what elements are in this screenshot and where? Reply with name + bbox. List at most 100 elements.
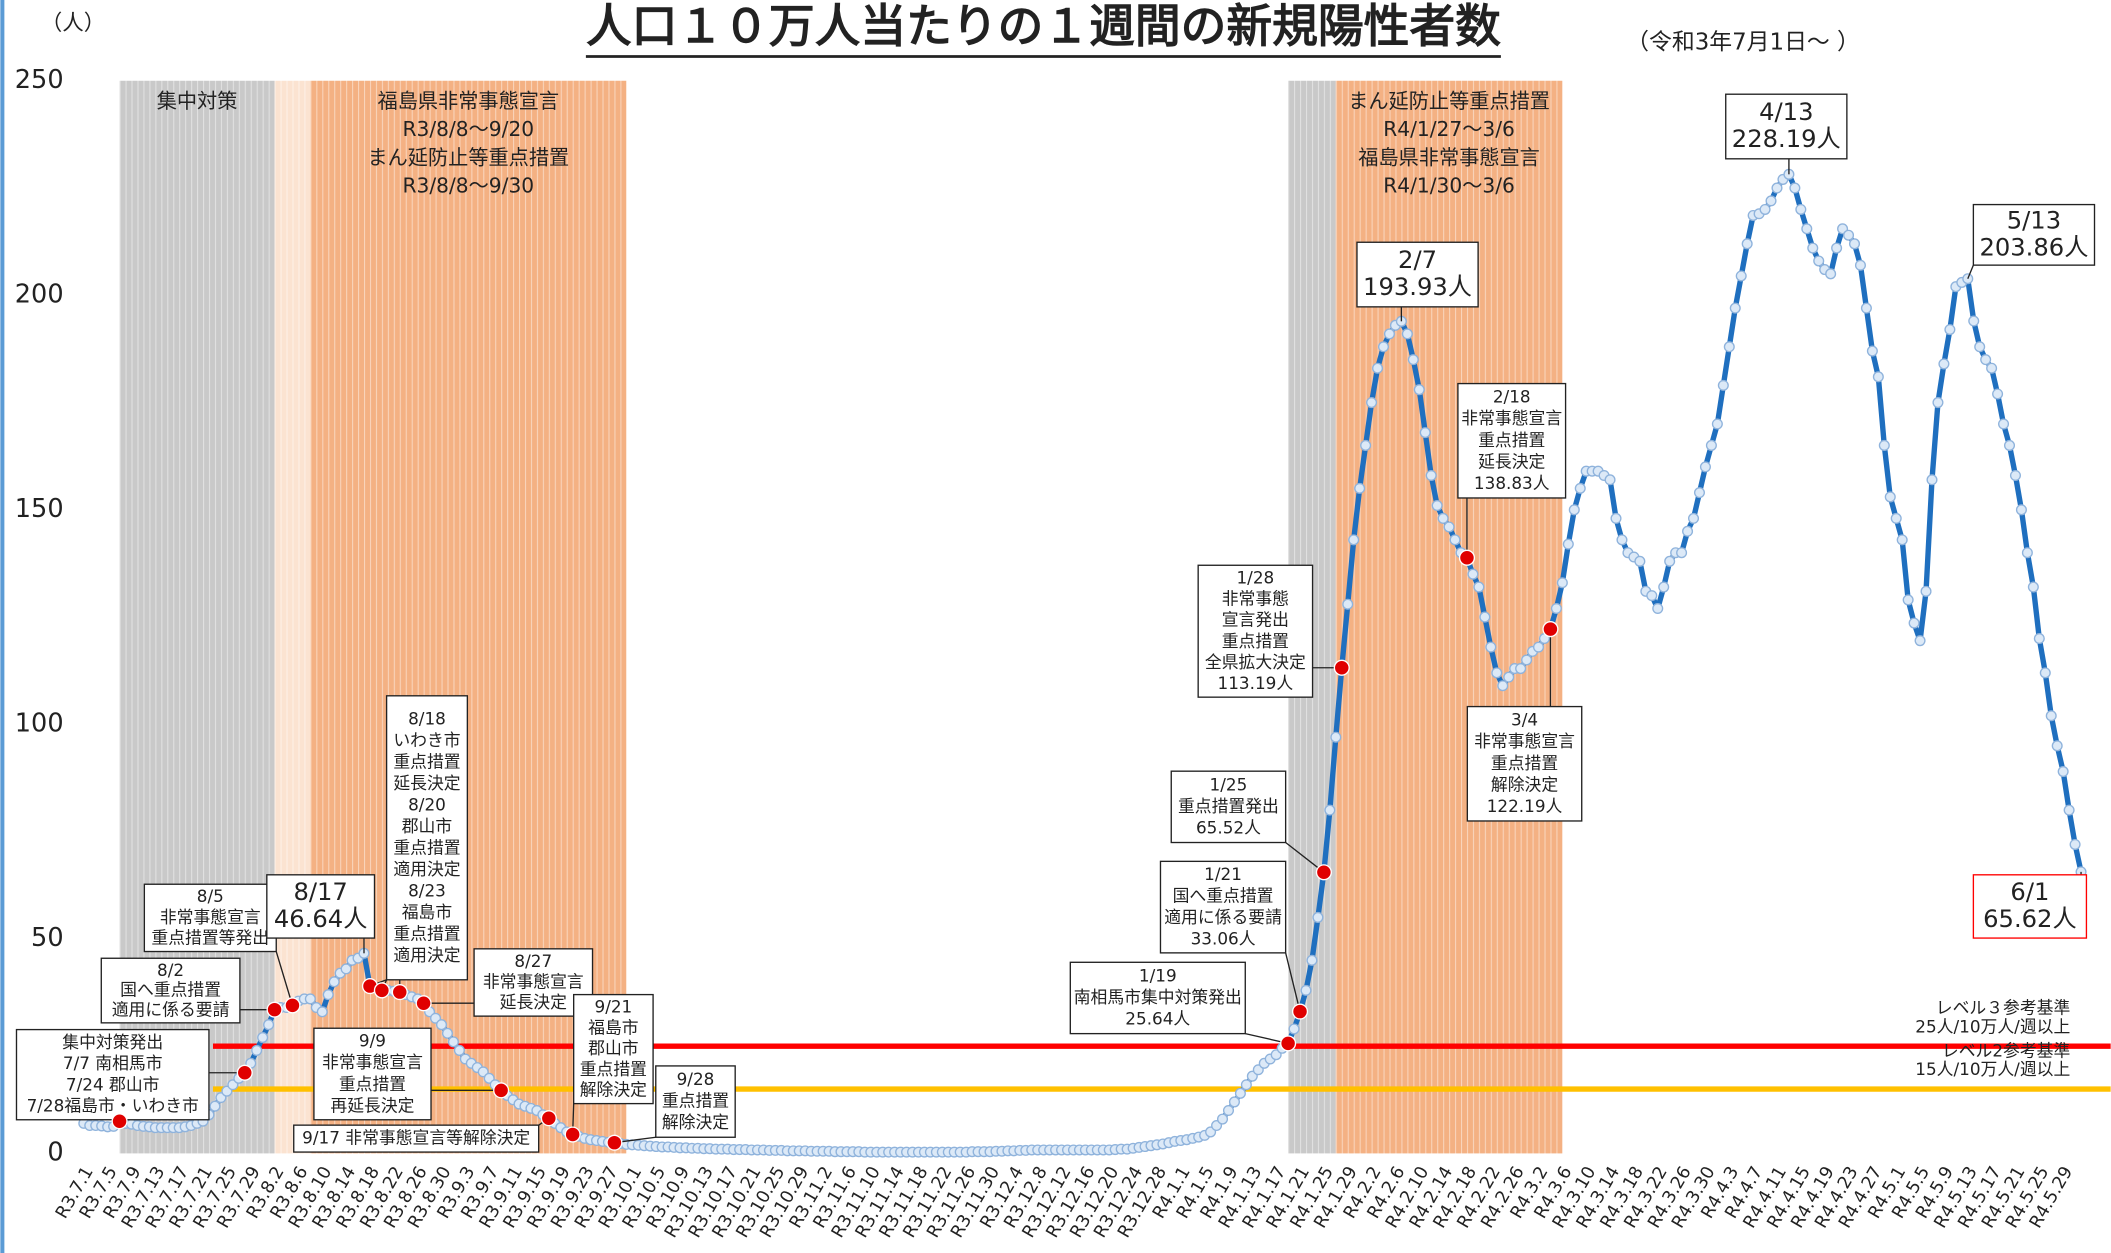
data-point (2051, 740, 2063, 752)
data-point (1986, 362, 1998, 374)
callout-text: 国へ重点措置 (1173, 885, 1274, 905)
data-point (1968, 315, 1980, 327)
callout-text: 1/25 (1210, 774, 1248, 794)
callout-text: 適用決定 (393, 945, 460, 965)
y-tick-label: 250 (15, 65, 64, 95)
data-point (1801, 223, 1813, 235)
callout-pointer (1285, 841, 1325, 873)
callout-pointer (1284, 952, 1301, 1012)
periods: 集中対策 福島県非常事態宣言R3/8/8～9/20まん延防止等重点措置R3/8/8… (119, 80, 1563, 1154)
data-point (1735, 270, 1747, 282)
data-point (2045, 710, 2057, 722)
data-point (1813, 255, 1825, 267)
data-point (1729, 302, 1741, 314)
data-point (453, 1044, 465, 1056)
callout-text: 1/21 (1204, 864, 1242, 884)
data-point (1366, 397, 1378, 409)
data-point (1604, 474, 1616, 486)
callout-text: 25.64人 (1125, 1008, 1190, 1028)
data-point (1682, 525, 1694, 537)
data-point (1532, 641, 1545, 653)
data-point (1974, 341, 1986, 353)
callout-text: 非常事態宣言 (483, 971, 584, 991)
highlight-point (284, 997, 301, 1014)
data-point (1711, 418, 1723, 430)
callout-box (1457, 382, 1567, 499)
data-point (1568, 504, 1580, 516)
highlight-point (606, 1134, 623, 1151)
period-label: 福島県非常事態宣言 (378, 89, 560, 113)
callout-box (1972, 203, 2096, 266)
callout-text: 4/13 (1759, 98, 1813, 126)
data-point (1348, 534, 1360, 546)
data-point (1234, 1087, 1246, 1099)
callout-text: 2/7 (1398, 246, 1437, 274)
reference-label: レベル2参考基準 (1942, 1040, 2070, 1060)
data-point (1926, 474, 1938, 486)
data-point (1902, 594, 1914, 606)
callout-text: 重点措置 (580, 1059, 647, 1079)
period-label: 集中対策 (157, 89, 238, 113)
callout-text: 65.62人 (1983, 905, 2077, 933)
reference-label: 25人/10万人/週以上 (1915, 1016, 2070, 1036)
callout-text: 重点措置等発出 (151, 928, 269, 948)
data-point (1825, 268, 1837, 280)
data-point (1944, 324, 1956, 336)
reference-label: レベル３参考基準 (1936, 997, 2071, 1017)
data-point (1354, 482, 1366, 494)
data-point (1699, 461, 1711, 473)
data-point (263, 1019, 275, 1031)
callout-pointer (1967, 264, 1975, 279)
data-point (1425, 469, 1437, 482)
callout-text: 203.86人 (1979, 233, 2088, 261)
data-point (1562, 538, 1574, 550)
data-point (1610, 512, 1622, 524)
data-point (435, 1019, 448, 1031)
callout-text: 郡山市 (588, 1038, 638, 1058)
callout-text: 8/27 (514, 951, 552, 971)
data-point (1467, 568, 1479, 580)
data-point (1491, 667, 1503, 679)
callout-box (266, 874, 376, 939)
data-point (1890, 512, 1902, 524)
data-point (1676, 547, 1688, 559)
callout-text: 福島市 (588, 1017, 638, 1037)
callout-text: 非常事態宣言 (1474, 731, 1575, 751)
data-point (1789, 182, 1801, 194)
data-point (2039, 667, 2051, 679)
data-point (1300, 984, 1312, 996)
callout-text: 1/19 (1139, 965, 1177, 985)
callout-text: 延長決定 (393, 773, 460, 793)
callout-text: 重点措置 (1491, 753, 1558, 773)
callout-text: 46.64人 (274, 905, 368, 933)
callout-text: 重点措置 (1222, 631, 1289, 651)
data-point (1646, 590, 1658, 602)
data-point (1413, 384, 1425, 396)
callout-text: 福島市 (402, 902, 452, 922)
callout-text: 重点措置発出 (1178, 796, 1279, 816)
callout-text: 9/9 (359, 1031, 386, 1051)
period-label: 福島県非常事態宣言 (1358, 145, 1540, 169)
callout-box (385, 695, 469, 981)
callout-text: 非常事態 (1222, 589, 1289, 609)
data-point (1914, 635, 1926, 647)
data-point (2057, 766, 2069, 778)
callout-text: 郡山市 (402, 816, 452, 836)
data-point (1306, 954, 1318, 966)
data-point (1383, 328, 1395, 340)
data-point (1419, 427, 1431, 439)
callout-box (143, 883, 277, 953)
data-point (316, 1006, 328, 1018)
callout-box (473, 948, 594, 1017)
callout-pointer (275, 951, 294, 1006)
data-point (1437, 512, 1449, 524)
data-point (1228, 1096, 1240, 1108)
data-point (1342, 598, 1354, 610)
data-point (1920, 585, 1932, 597)
data-point (1288, 1023, 1300, 1035)
period-band (274, 80, 311, 1154)
highlight-point (236, 1064, 253, 1081)
data-point (1992, 388, 2004, 400)
